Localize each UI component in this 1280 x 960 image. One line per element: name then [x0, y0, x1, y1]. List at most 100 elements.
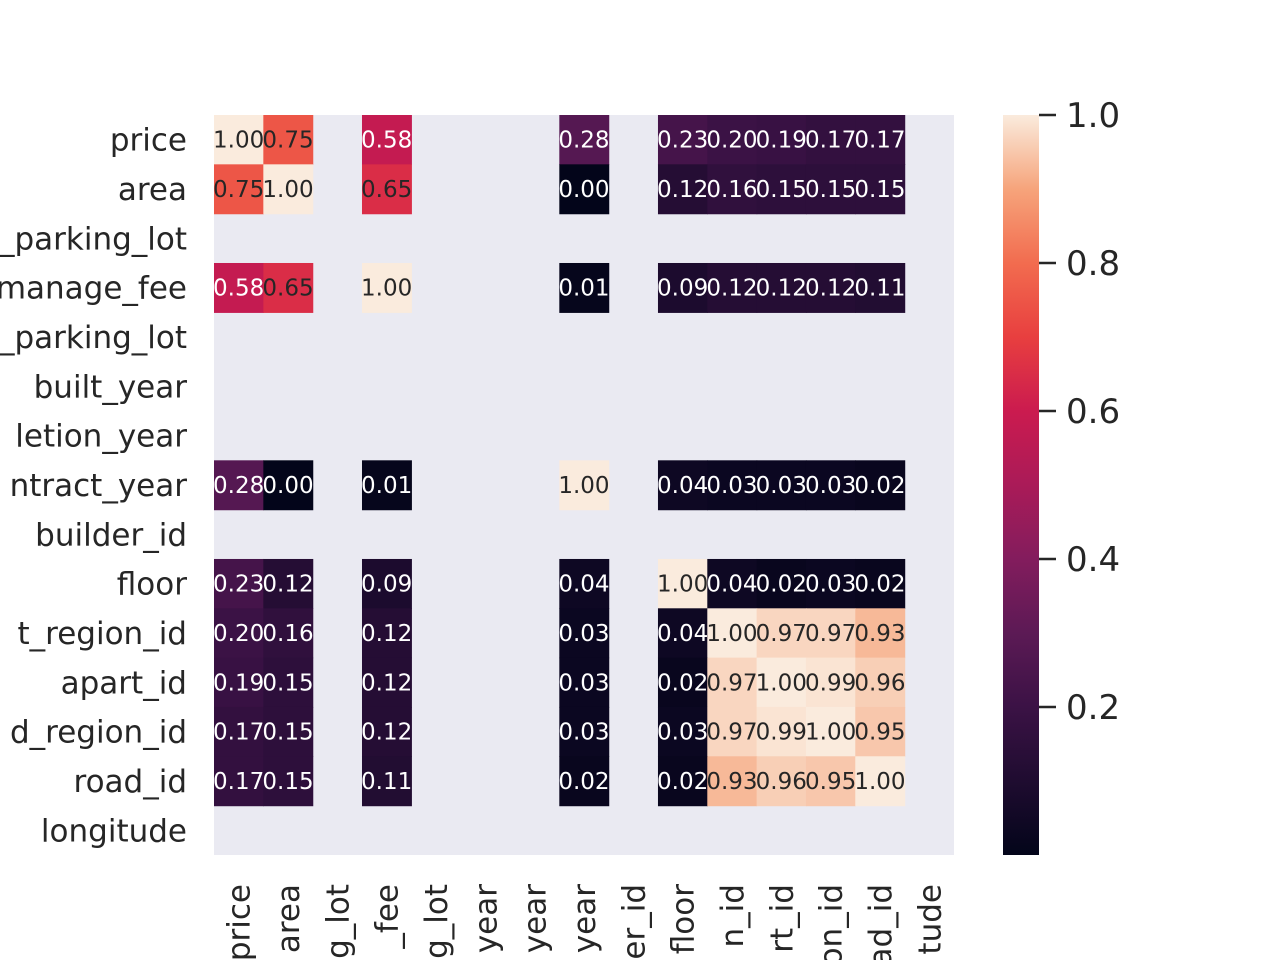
heatmap-cell	[707, 756, 758, 807]
column-tick-label: g_lot	[320, 884, 356, 959]
heatmap-cell	[361, 756, 412, 807]
heatmap-cell	[707, 460, 758, 511]
heatmap-cell	[707, 558, 758, 609]
cell-value-label: 1.00	[213, 128, 264, 154]
cell-value-label: 1.00	[262, 177, 313, 203]
cell-value-label: 0.95	[805, 769, 856, 795]
heatmap-cell	[361, 657, 412, 708]
cell-value-label: 0.75	[213, 177, 264, 203]
heatmap-cell	[855, 262, 906, 313]
cell-value-label: 0.15	[262, 720, 313, 746]
heatmap-cell	[263, 657, 314, 708]
heatmap-cell	[361, 262, 412, 313]
cell-value-label: 0.12	[262, 572, 313, 598]
cell-value-label: 0.12	[805, 276, 856, 302]
colorbar-tick-label: 0.4	[1066, 540, 1120, 580]
row-tick-label: builder_id	[35, 517, 187, 553]
cell-value-label: 0.65	[262, 276, 313, 302]
colorbar-ticks: 1.0 0.8 0.6 0.4 0.2	[1039, 96, 1120, 728]
heatmap-cell	[657, 657, 708, 708]
cell-value-label: 0.02	[657, 670, 708, 696]
cell-value-label: 0.93	[706, 769, 757, 795]
row-tick-label: area	[118, 172, 187, 208]
cell-value-label: 0.65	[361, 177, 412, 203]
cell-value-label: 0.15	[756, 177, 807, 203]
heatmap-cell	[707, 164, 758, 215]
cell-value-label: 0.03	[706, 473, 757, 499]
cell-value-label: 0.09	[361, 572, 412, 598]
heatmap-cell	[756, 558, 807, 609]
heatmap-cell	[756, 756, 807, 807]
heatmap-cell	[263, 460, 314, 511]
cell-value-label: 1.00	[361, 276, 412, 302]
cell-value-label: 0.04	[657, 621, 708, 647]
heatmap-cell	[559, 115, 610, 165]
heatmap-cell	[657, 262, 708, 313]
heatmap-cell	[707, 115, 758, 165]
cell-value-label: 0.03	[756, 473, 807, 499]
heatmap-cell	[361, 164, 412, 215]
heatmap-cell	[263, 262, 314, 313]
row-tick-label: built_year	[34, 369, 188, 405]
cell-value-label: 0.19	[213, 670, 264, 696]
heatmap-cell	[559, 756, 610, 807]
cell-value-label: 1.00	[854, 769, 905, 795]
cell-value-label: 0.03	[805, 473, 856, 499]
cell-value-label: 0.03	[805, 572, 856, 598]
cell-value-label: 0.12	[756, 276, 807, 302]
row-tick-label: _parking_lot	[0, 320, 187, 356]
heatmap-cell	[361, 558, 412, 609]
cell-value-label: 0.00	[558, 177, 609, 203]
colorbar	[1003, 115, 1039, 855]
cell-value-label: 0.02	[657, 769, 708, 795]
cell-value-label: 1.00	[657, 572, 708, 598]
cell-value-label: 0.99	[756, 720, 807, 746]
cell-value-label: 0.58	[213, 276, 264, 302]
heatmap-cell	[263, 608, 314, 659]
heatmap-cell	[657, 756, 708, 807]
heatmap-cell	[559, 558, 610, 609]
cell-value-label: 0.16	[262, 621, 313, 647]
cell-value-label: 0.02	[558, 769, 609, 795]
heatmap-cell	[756, 460, 807, 511]
cell-value-label: 0.19	[756, 128, 807, 154]
row-tick-label: price	[110, 123, 187, 159]
heatmap-cell	[756, 608, 807, 659]
row-tick-label: manage_fee	[0, 271, 187, 307]
heatmap-cell	[707, 608, 758, 659]
heatmap-cell	[805, 460, 856, 511]
heatmap-cell	[214, 115, 264, 165]
cell-value-label: 0.75	[262, 128, 313, 154]
heatmap-cell	[559, 262, 610, 313]
heatmap-cell	[214, 460, 264, 511]
cell-value-label: 0.28	[213, 473, 264, 499]
column-tick-label: rt_id	[764, 884, 800, 953]
column-tick-label: year	[567, 884, 603, 953]
cell-value-label: 0.15	[805, 177, 856, 203]
heatmap-cell	[657, 164, 708, 215]
cell-value-label: 0.03	[657, 720, 708, 746]
cell-value-label: 0.17	[805, 128, 856, 154]
colorbar-tick-label: 0.2	[1066, 688, 1120, 728]
cell-value-label: 0.12	[361, 621, 412, 647]
heatmap-cell	[805, 558, 856, 609]
heatmap-cell	[214, 262, 264, 313]
heatmap-cell	[855, 164, 906, 215]
cell-value-label: 0.12	[361, 670, 412, 696]
cell-value-label: 0.01	[558, 276, 609, 302]
heatmap-cell	[657, 115, 708, 165]
heatmap-cell	[263, 756, 314, 807]
heatmap-cell	[756, 164, 807, 215]
heatmap-cell	[361, 608, 412, 659]
row-tick-label: _parking_lot	[0, 221, 187, 257]
column-tick-label: price	[222, 884, 258, 960]
heatmap-cell	[263, 706, 314, 757]
cell-value-label: 0.99	[805, 670, 856, 696]
heatmap-cells	[214, 115, 906, 807]
heatmap-cell	[657, 460, 708, 511]
heatmap-cell	[214, 558, 264, 609]
cell-value-label: 0.17	[213, 720, 264, 746]
heatmap-cell	[559, 460, 610, 511]
cell-value-label: 1.00	[558, 473, 609, 499]
